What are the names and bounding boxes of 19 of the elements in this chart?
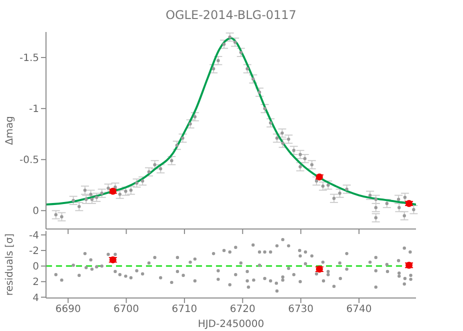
y-tick-label: -1.5 [19, 53, 39, 64]
y-tick-label: -4 [29, 230, 39, 242]
x-axis-title: HJD-2450000 [198, 319, 264, 330]
x-tick-label: 6720 [230, 304, 256, 316]
x-tick-label: 6710 [172, 304, 198, 316]
chart-title: OGLE-2014-BLG-0117 [164, 8, 298, 22]
y-axis-title: Δmag [4, 116, 16, 146]
x-tick-label: 6740 [346, 304, 372, 316]
y-tick-label: 4 [32, 292, 39, 304]
x-tick-label: 6700 [114, 304, 140, 316]
y-tick-label: -0.5 [19, 155, 39, 166]
x-tick-label: 6730 [288, 304, 314, 316]
y-tick-label: 0 [32, 262, 39, 273]
x-tick-label: 6690 [55, 304, 81, 316]
y-tick-label: -2 [29, 246, 39, 258]
y-tick-label: 2 [32, 277, 39, 288]
y-tick-label: -1 [29, 104, 39, 116]
y-axis-title: residuals [σ] [4, 233, 16, 296]
y-tick-label: 0 [32, 206, 39, 218]
